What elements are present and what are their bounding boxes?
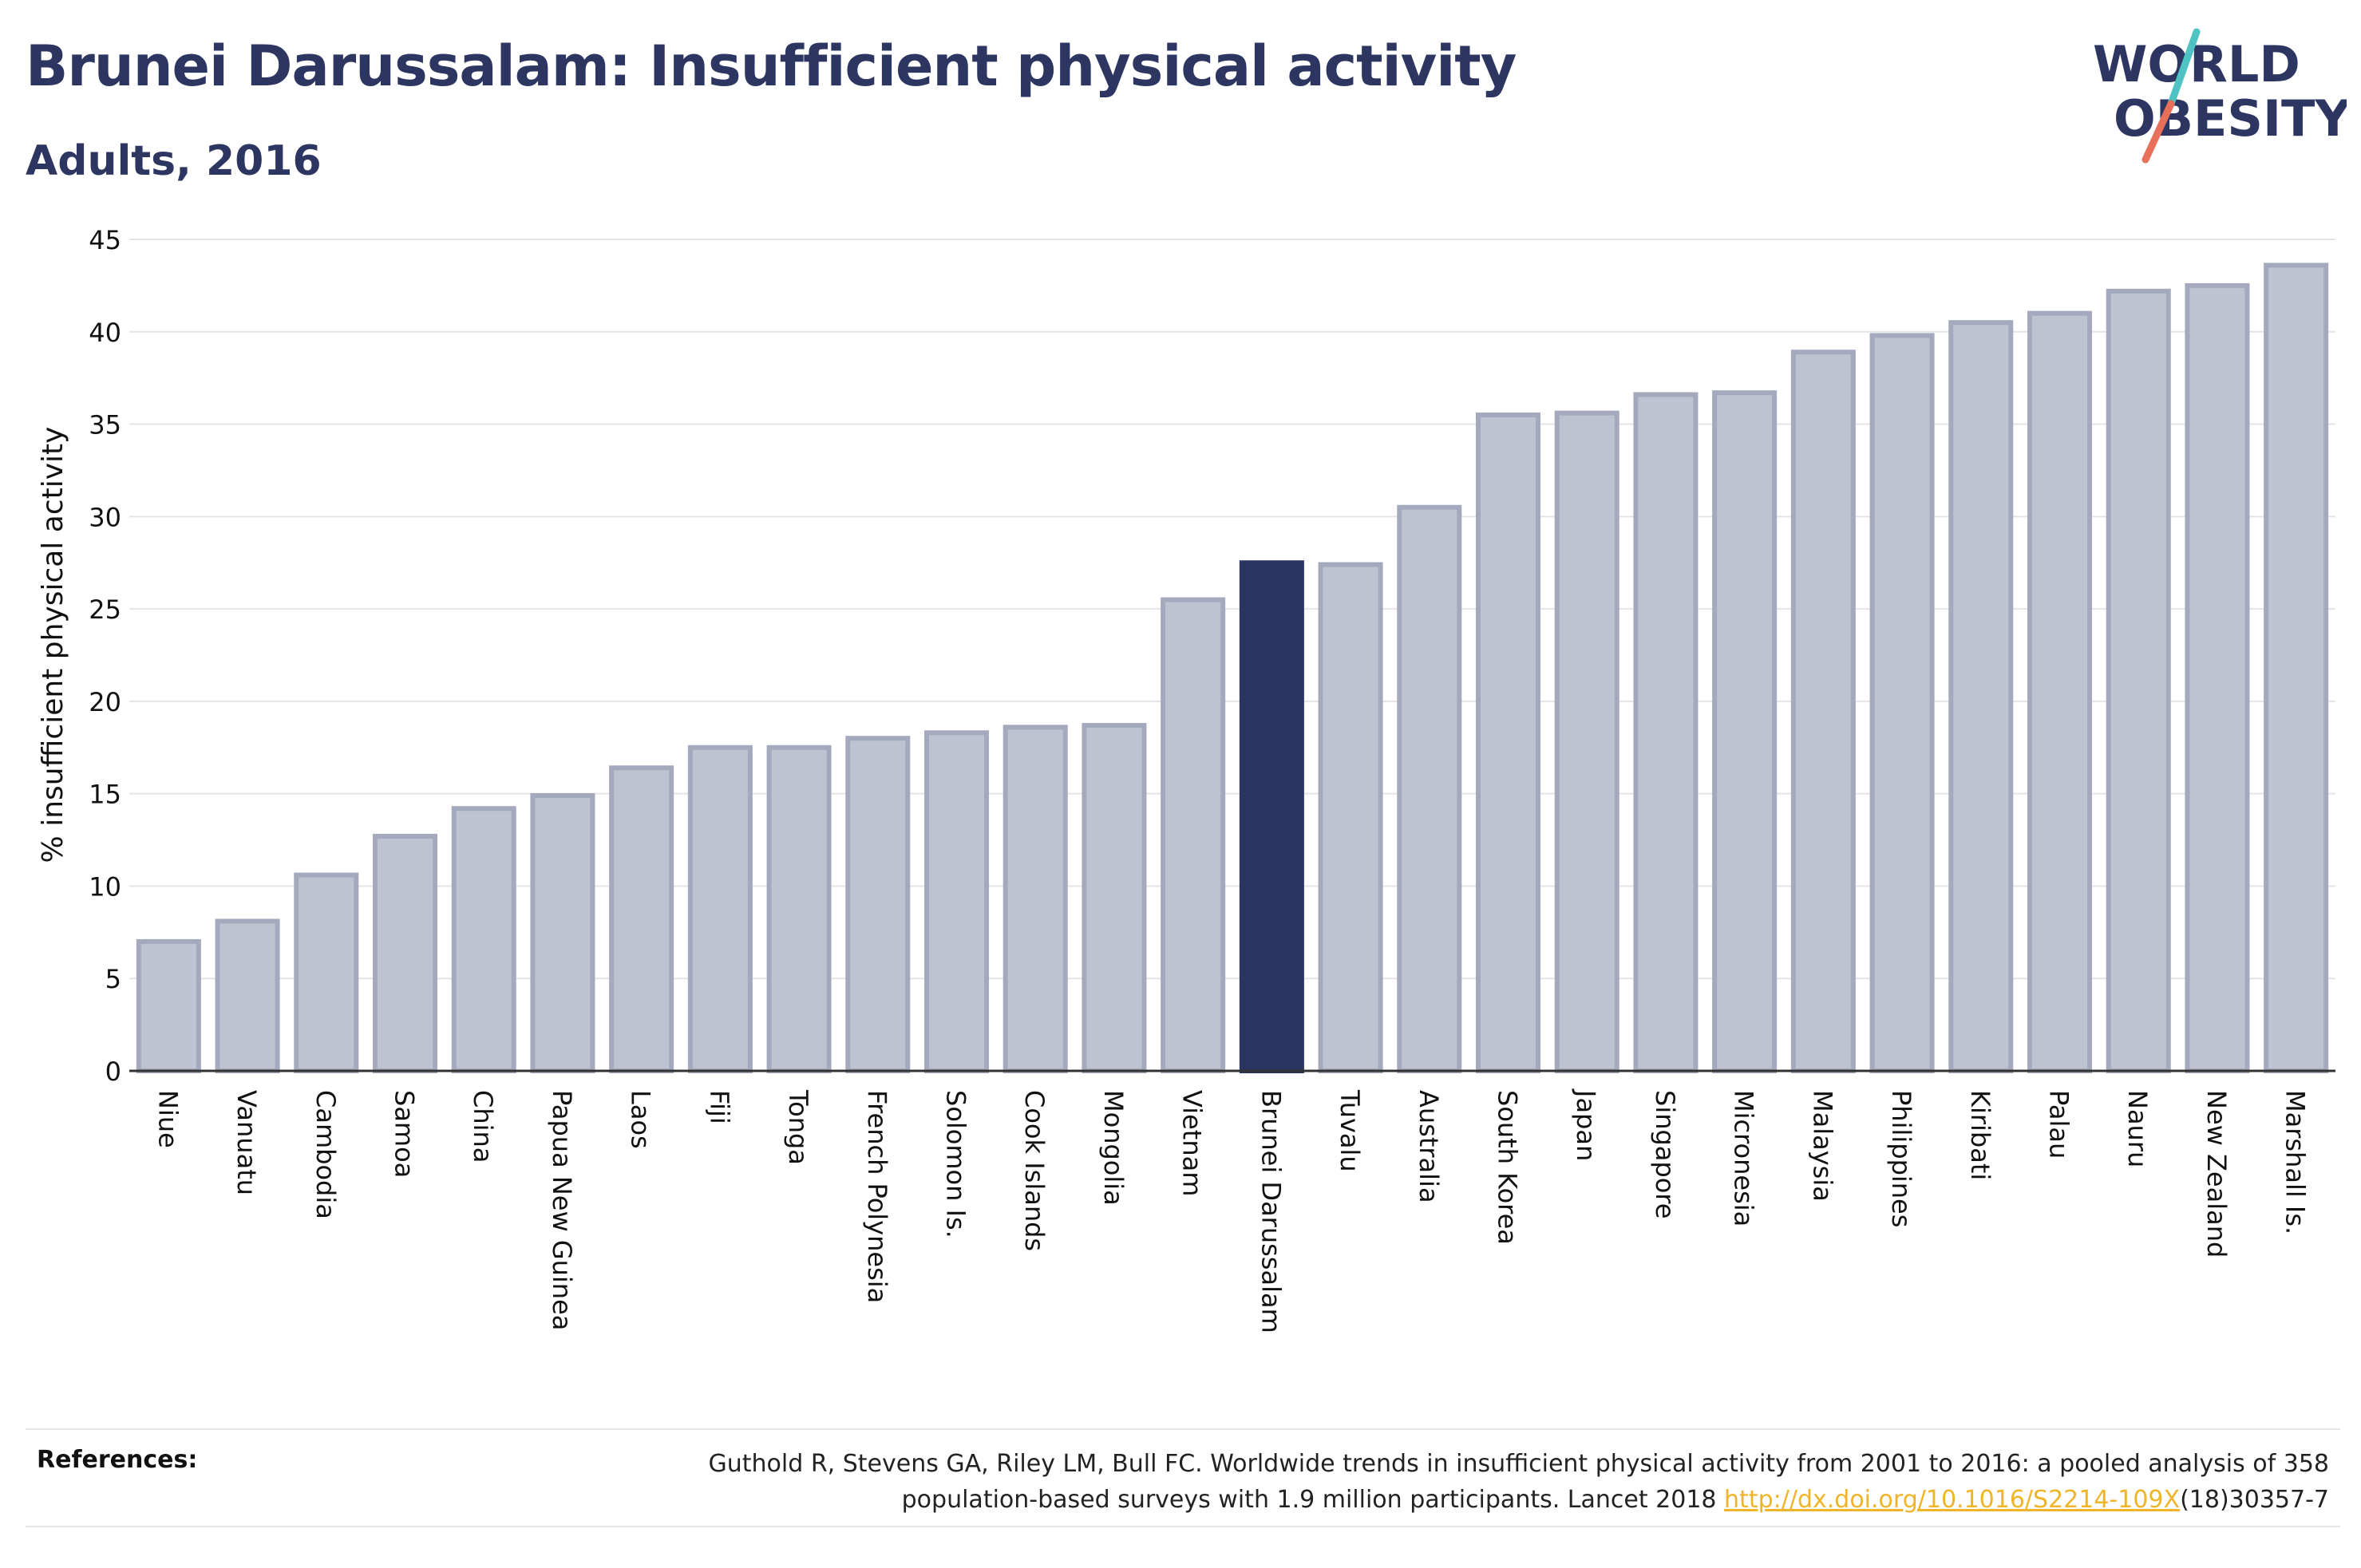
world-obesity-logo: WORLD OBESITY (2093, 28, 2347, 164)
x-tick-label: French Polynesia (862, 1090, 892, 1303)
x-tick-label: Solomon Is. (941, 1090, 971, 1238)
x-tick-label: Micronesia (1729, 1090, 1759, 1226)
references-label: References: (37, 1446, 198, 1474)
logo-line1: WORLD (2093, 35, 2300, 93)
y-tick-label: 40 (89, 318, 121, 348)
bar (1318, 562, 1383, 1073)
bar (372, 833, 438, 1073)
bar (1475, 412, 1541, 1073)
chart-subtitle: Adults, 2016 (26, 137, 322, 185)
x-tick-label: Niue (152, 1090, 183, 1148)
y-tick-label: 35 (89, 410, 121, 440)
bar (1161, 597, 1226, 1073)
bar (2264, 263, 2329, 1073)
bar (766, 745, 832, 1073)
bar (2185, 282, 2250, 1073)
x-tick-label: Laos (626, 1090, 656, 1149)
bar (609, 765, 674, 1073)
bar (2106, 288, 2171, 1073)
y-tick-label: 15 (89, 780, 121, 810)
x-tick-label: Marshall Is. (2280, 1090, 2311, 1234)
bar-highlight (1239, 560, 1304, 1073)
y-tick-label: 20 (89, 687, 121, 717)
references-doi-link[interactable]: http://dx.doi.org/10.1016/S2214-109X (1724, 1486, 2181, 1514)
x-tick-label: China (468, 1090, 498, 1163)
bar (1633, 392, 1699, 1073)
bar (923, 730, 990, 1074)
bar (1003, 725, 1068, 1073)
references-top-rule (26, 1428, 2340, 1430)
references-text: Guthold R, Stevens GA, Riley LM, Bull FC… (573, 1446, 2329, 1518)
y-axis-label: % insufficient physical activity (37, 427, 69, 863)
x-tick-label: Vanuatu (231, 1090, 262, 1195)
bar (1712, 390, 1778, 1073)
bar (845, 736, 911, 1073)
bar-chart: 0 5 10 15 20 25 30 35 40 45 Niue Vanuatu Cambodia Sa… (37, 225, 2335, 1333)
y-tick-label: 25 (89, 594, 121, 625)
bar (1082, 722, 1147, 1073)
x-tick-label: Malaysia (1807, 1090, 1837, 1202)
references-line2-post: (18)30357-7 (2180, 1486, 2329, 1514)
references-line1: Guthold R, Stevens GA, Riley LM, Bull FC… (708, 1450, 2329, 1478)
x-tick-label: Japan (1571, 1088, 1601, 1161)
bars (136, 263, 2329, 1074)
x-axis-ticks: Niue Vanuatu Cambodia Samoa China Papua New G… (152, 1088, 2310, 1333)
references-line2-pre: population-based surveys with 1.9 millio… (901, 1486, 1725, 1514)
bar (451, 806, 516, 1073)
bar (530, 792, 595, 1074)
x-tick-label: Kiribati (1965, 1090, 1995, 1180)
references-bottom-rule (26, 1526, 2340, 1527)
x-tick-label: Nauru (2122, 1090, 2153, 1167)
bar (1397, 504, 1462, 1073)
x-tick-label: Vietnam (1177, 1090, 1208, 1196)
bar (294, 872, 359, 1074)
bar (687, 745, 753, 1073)
bar (1869, 333, 1935, 1073)
x-tick-label: South Korea (1493, 1090, 1523, 1245)
x-tick-label: Mongolia (1098, 1090, 1129, 1206)
x-tick-label: Cook Islands (1019, 1090, 1050, 1251)
y-tick-label: 5 (105, 964, 121, 994)
bar (1790, 350, 1856, 1073)
bar (1948, 320, 2014, 1073)
y-tick-label: 0 (105, 1057, 121, 1087)
x-tick-label: Cambodia (310, 1090, 341, 1219)
y-tick-label: 10 (89, 871, 121, 902)
bar (2027, 310, 2093, 1074)
x-tick-label: Singapore (1650, 1090, 1680, 1218)
chart-title: Brunei Darussalam: Insufficient physical… (26, 34, 1517, 99)
x-tick-label: Palau (2044, 1090, 2074, 1159)
x-tick-label: Australia (1414, 1090, 1444, 1203)
bar (215, 918, 280, 1073)
x-tick-label: New Zealand (2201, 1090, 2232, 1258)
bar (1554, 410, 1619, 1073)
x-tick-label: Philippines (1886, 1090, 1916, 1227)
x-tick-label: Samoa (390, 1090, 420, 1178)
x-tick-label: Fiji (704, 1090, 734, 1124)
y-tick-label: 30 (89, 502, 121, 532)
x-tick-label: Papua New Guinea (547, 1090, 577, 1330)
y-axis-ticks: 0 5 10 15 20 25 30 35 40 45 (89, 225, 121, 1087)
y-tick-label: 45 (89, 225, 121, 255)
x-tick-label: Brunei Darussalam (1256, 1090, 1286, 1333)
logo-slash-bottom (2142, 100, 2175, 164)
bar (136, 938, 201, 1074)
x-tick-label: Tonga (783, 1089, 813, 1165)
x-tick-label: Tuvalu (1335, 1089, 1365, 1172)
logo-slash-top (2167, 28, 2201, 108)
